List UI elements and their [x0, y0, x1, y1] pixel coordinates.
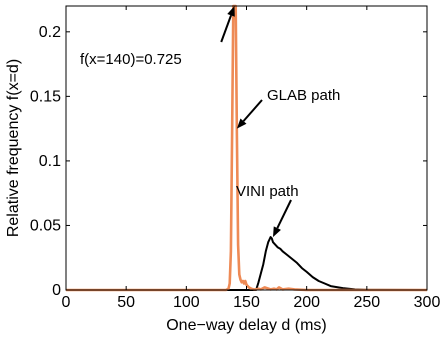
x-tick-label: 50	[117, 294, 135, 311]
y-tick-label: 0	[52, 282, 61, 299]
annotation-peak-value: f(x=140)=0.725	[80, 51, 182, 68]
annotation-arrow-peak	[220, 15, 232, 43]
x-tick-label: 200	[293, 294, 320, 311]
y-tick-label: 0.2	[39, 24, 61, 41]
plot-frame	[65, 5, 428, 291]
y-tick-label: 0.05	[30, 217, 61, 234]
annotation-arrowhead-vini	[272, 226, 281, 238]
annotation-vini-path: VINI path	[236, 183, 299, 200]
series-line-vini-path	[66, 236, 428, 291]
annotation-glab-path: GLAB path	[267, 87, 340, 104]
x-tick-label: 100	[173, 294, 200, 311]
annotation-arrowhead-glab	[236, 118, 247, 129]
annotation-arrowhead-peak	[227, 6, 235, 17]
x-tick-label: 0	[62, 294, 71, 311]
x-axis-label: One−way delay d (ms)	[166, 317, 327, 334]
annotation-arrow-glab	[242, 99, 263, 122]
x-tick-label: 300	[414, 294, 441, 311]
annotation-arrow-vini	[276, 199, 292, 229]
y-tick-label: 0.15	[30, 88, 61, 105]
x-tick-label: 250	[353, 294, 380, 311]
x-tick-label: 150	[233, 294, 260, 311]
series-line-glab-path	[66, 4, 427, 292]
y-tick-label: 0.1	[39, 153, 61, 170]
y-axis-label: Relative frequency f(x=d)	[5, 59, 22, 237]
